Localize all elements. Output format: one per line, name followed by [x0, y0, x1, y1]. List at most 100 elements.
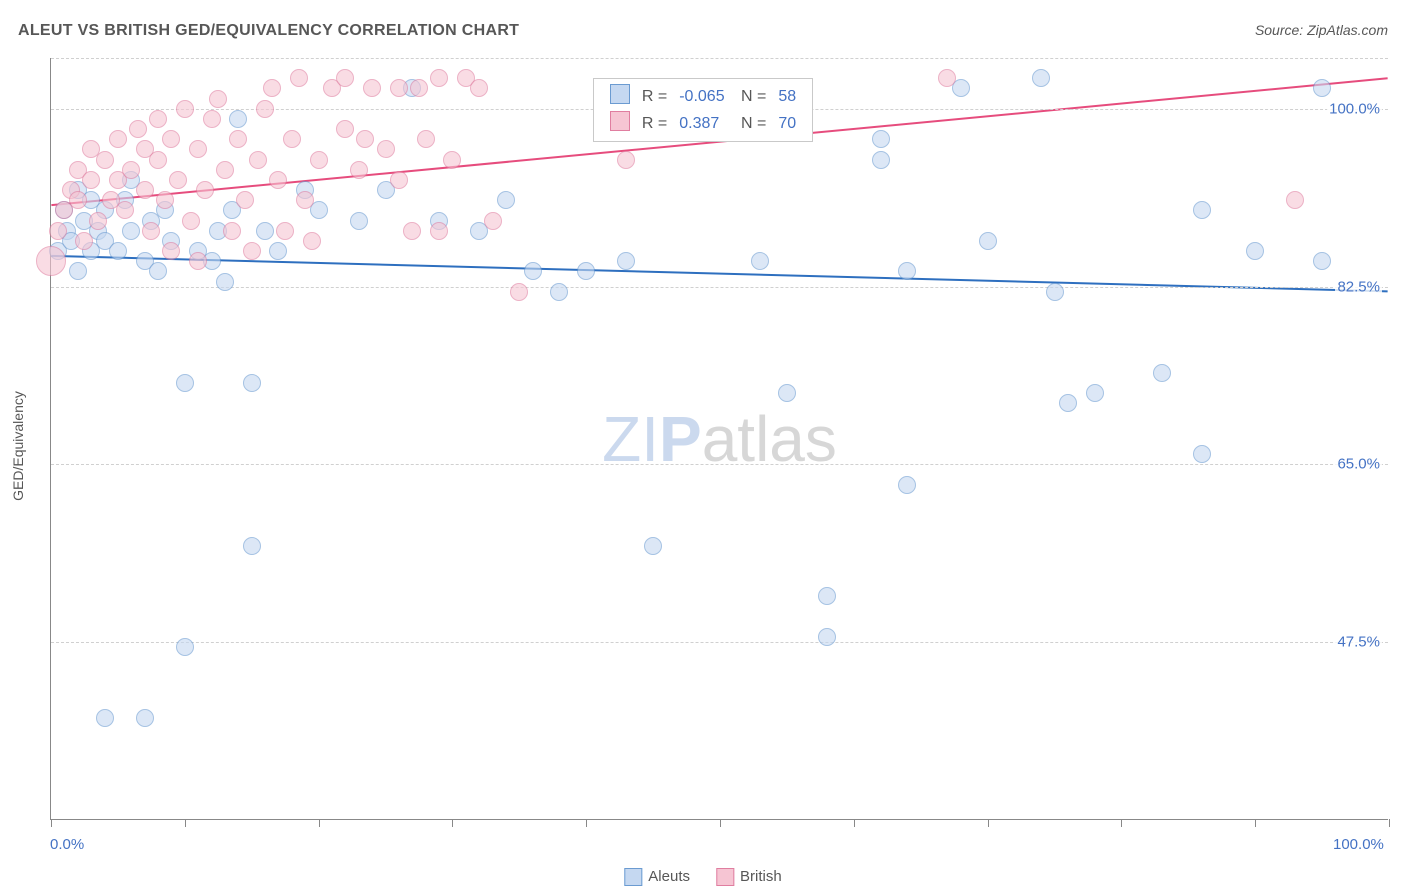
scatter-point [116, 201, 134, 219]
stat-n-value: 58 [772, 83, 802, 110]
stat-label: R = [636, 110, 673, 137]
legend-bottom: Aleuts British [624, 868, 781, 886]
scatter-point [336, 120, 354, 138]
scatter-point [510, 283, 528, 301]
scatter-point [417, 130, 435, 148]
scatter-point [216, 273, 234, 291]
scatter-point [136, 181, 154, 199]
scatter-point [169, 171, 187, 189]
scatter-point [303, 232, 321, 250]
scatter-point [979, 232, 997, 250]
scatter-point [550, 283, 568, 301]
scatter-point [1153, 364, 1171, 382]
trend-lines [51, 58, 1388, 819]
stat-label: R = [636, 83, 673, 110]
scatter-point [122, 222, 140, 240]
scatter-point [75, 232, 93, 250]
x-tick [720, 819, 721, 827]
scatter-point [484, 212, 502, 230]
scatter-point [36, 246, 66, 276]
x-tick [185, 819, 186, 827]
gridline-h [51, 287, 1388, 288]
scatter-point [390, 171, 408, 189]
scatter-point [898, 476, 916, 494]
scatter-point [209, 90, 227, 108]
scatter-point [129, 120, 147, 138]
scatter-point [872, 151, 890, 169]
scatter-point [751, 252, 769, 270]
scatter-point [818, 587, 836, 605]
scatter-point [377, 140, 395, 158]
chart-title: ALEUT VS BRITISH GED/EQUIVALENCY CORRELA… [18, 22, 519, 40]
scatter-point [1246, 242, 1264, 260]
scatter-point [524, 262, 542, 280]
legend-swatch [624, 868, 642, 886]
y-tick-label: 65.0% [1335, 456, 1382, 473]
scatter-point [176, 638, 194, 656]
scatter-point [196, 181, 214, 199]
scatter-point [189, 252, 207, 270]
scatter-point [1059, 394, 1077, 412]
scatter-point [189, 140, 207, 158]
scatter-point [336, 69, 354, 87]
scatter-point [243, 537, 261, 555]
legend-swatch [716, 868, 734, 886]
scatter-point [89, 212, 107, 230]
scatter-point [249, 151, 267, 169]
scatter-point [390, 79, 408, 97]
stats-box: R =-0.065 N =58R =0.387 N =70 [593, 78, 813, 142]
x-tick [988, 819, 989, 827]
scatter-point [470, 79, 488, 97]
scatter-point [617, 252, 635, 270]
scatter-point [182, 212, 200, 230]
stat-r-value: -0.065 [673, 83, 730, 110]
scatter-point [818, 628, 836, 646]
scatter-point [149, 110, 167, 128]
scatter-point [256, 222, 274, 240]
scatter-point [149, 262, 167, 280]
scatter-point [872, 130, 890, 148]
gridline-h [51, 642, 1388, 643]
x-tick [1389, 819, 1390, 827]
scatter-point [176, 374, 194, 392]
scatter-point [96, 709, 114, 727]
scatter-point [363, 79, 381, 97]
scatter-point [310, 151, 328, 169]
x-tick [51, 819, 52, 827]
legend-swatch [610, 84, 630, 104]
scatter-point [109, 130, 127, 148]
scatter-point [290, 69, 308, 87]
scatter-point [350, 161, 368, 179]
y-tick-label: 82.5% [1335, 278, 1382, 295]
scatter-point [236, 191, 254, 209]
scatter-point [136, 709, 154, 727]
scatter-point [142, 222, 160, 240]
x-tick [1255, 819, 1256, 827]
scatter-point [162, 130, 180, 148]
scatter-point [1032, 69, 1050, 87]
chart-container: ALEUT VS BRITISH GED/EQUIVALENCY CORRELA… [0, 0, 1406, 892]
stat-label: N = [731, 83, 773, 110]
legend-label: British [740, 868, 782, 885]
legend-label: Aleuts [648, 868, 690, 885]
scatter-point [162, 242, 180, 260]
scatter-point [243, 374, 261, 392]
scatter-point [122, 161, 140, 179]
scatter-point [430, 222, 448, 240]
scatter-point [223, 222, 241, 240]
legend-item: Aleuts [624, 868, 690, 886]
scatter-point [898, 262, 916, 280]
scatter-point [176, 100, 194, 118]
scatter-point [263, 79, 281, 97]
scatter-point [403, 222, 421, 240]
scatter-point [1286, 191, 1304, 209]
scatter-point [243, 242, 261, 260]
scatter-point [82, 171, 100, 189]
scatter-point [1046, 283, 1064, 301]
scatter-point [96, 151, 114, 169]
scatter-point [938, 69, 956, 87]
legend-item: British [716, 868, 782, 886]
scatter-point [109, 242, 127, 260]
scatter-point [350, 212, 368, 230]
stat-n-value: 70 [772, 110, 802, 137]
